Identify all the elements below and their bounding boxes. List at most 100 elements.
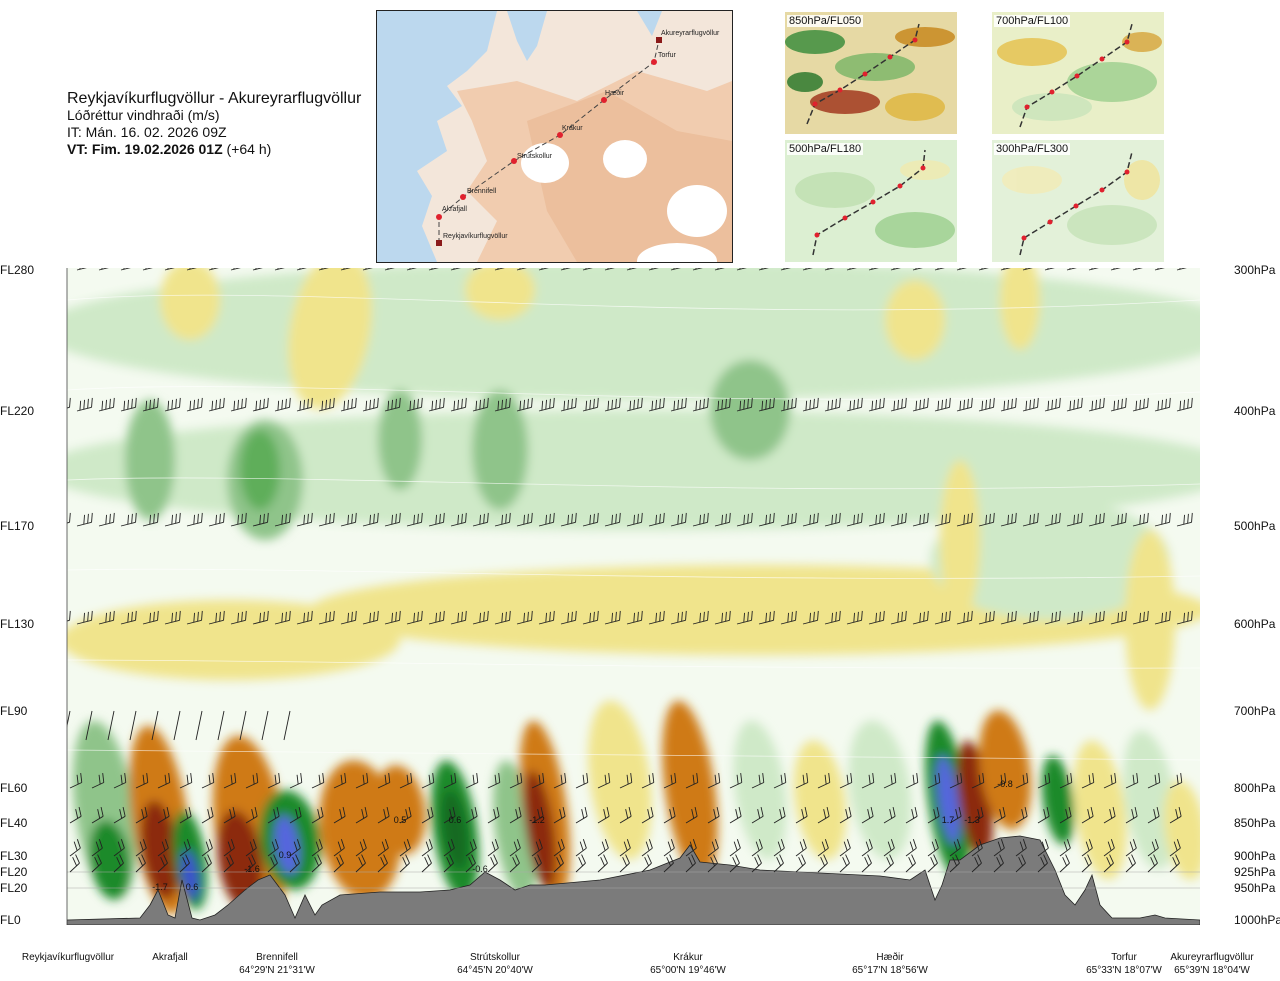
field-region [274, 815, 300, 875]
wind-barb [971, 806, 984, 824]
wind-barb [780, 397, 797, 412]
wind-barb [399, 773, 413, 789]
wind-barb [252, 610, 269, 625]
wind-barb [384, 610, 401, 625]
wind-barb [751, 839, 763, 857]
wind-barb [582, 268, 598, 271]
wind-barb [465, 806, 478, 824]
wind-barb [560, 512, 577, 527]
wind-barb [670, 268, 686, 271]
wind-barb [846, 268, 862, 271]
wind-barb [318, 512, 335, 527]
wind-barb [802, 512, 819, 527]
wind-barb [1110, 268, 1126, 271]
wind-barb [670, 512, 687, 527]
station-name: Akrafjall [152, 952, 188, 963]
wind-barb [956, 268, 972, 271]
wind-barb [795, 839, 807, 857]
wind-barb [993, 839, 1005, 857]
wind-barb [384, 397, 401, 412]
wind-barb [1147, 854, 1158, 873]
mini-map-850: 850hPa/FL050 [785, 12, 957, 134]
wind-barb [824, 397, 841, 412]
wind-barb [839, 773, 853, 789]
wind-barb [406, 512, 423, 527]
wind-barb [927, 854, 938, 873]
wind-barb [1081, 773, 1095, 789]
wind-barb [861, 839, 873, 857]
wind-barb [296, 268, 312, 271]
station-label: Hæðir 65°17'N 18°56'W [830, 951, 950, 977]
wind-barb [817, 806, 830, 824]
wind-barb [267, 854, 278, 873]
wind-barb [450, 268, 466, 271]
wind-barb [560, 268, 576, 271]
terrain-profile [67, 835, 1200, 925]
wind-barb [714, 512, 731, 527]
wind-barb [824, 512, 841, 527]
field-region [978, 710, 1032, 830]
wind-barb [120, 397, 137, 412]
wind-barb [956, 397, 973, 412]
wind-barb [399, 806, 412, 824]
wind-barb [1022, 397, 1039, 412]
wind-barb [428, 512, 445, 527]
wind-barb [538, 610, 555, 625]
wind-barb [421, 854, 432, 873]
wind-barb [1066, 268, 1082, 271]
wind-barb [1169, 773, 1183, 789]
wind-barb [1015, 773, 1029, 789]
wind-barb [201, 854, 212, 873]
wind-barb [758, 397, 775, 412]
wind-barb [619, 773, 633, 789]
wind-barb [751, 773, 765, 789]
wind-barb [1176, 610, 1193, 625]
wind-barb [362, 610, 379, 625]
wind-barb [729, 806, 742, 824]
station-name: Akureyrarflugvöllur [1170, 952, 1254, 963]
wind-barb [428, 610, 445, 625]
field-region [67, 268, 1200, 400]
wind-barb [333, 839, 345, 857]
wind-barb [120, 512, 137, 527]
wind-barb [956, 512, 973, 527]
wind-barb [98, 397, 115, 412]
value-label: -1.6 [244, 864, 260, 874]
wind-barb [142, 610, 159, 625]
flight-level-label: FL40 [0, 816, 28, 830]
wind-barb [839, 839, 851, 857]
wind-barb [107, 710, 115, 741]
wind-barb [1125, 806, 1138, 824]
wind-barb [318, 397, 335, 412]
wind-barb [883, 854, 894, 873]
wind-barb [69, 854, 80, 873]
station-label: Akureyrarflugvöllur 65°39'N 18°04'W [1152, 951, 1272, 977]
wind-barb [641, 839, 653, 857]
wind-barb [978, 512, 995, 527]
wind-barb [76, 610, 93, 625]
wind-barb [1044, 268, 1060, 271]
wind-barb [758, 268, 774, 271]
wind-barb [252, 512, 269, 527]
wind-barb [69, 839, 81, 857]
wind-barb [905, 839, 917, 857]
station-coord: 65°00'N 19°46'W [650, 965, 726, 976]
station-label: Torfur 65°33'N 18°07'W [1064, 951, 1184, 977]
wind-barb [758, 512, 775, 527]
station-name: Strútskollur [469, 952, 520, 963]
wind-barb [355, 839, 367, 857]
wind-barb [311, 773, 325, 789]
wind-barb [1066, 512, 1083, 527]
wind-barb [1088, 512, 1105, 527]
wind-barb [296, 610, 313, 625]
wind-barb [98, 268, 114, 271]
wind-barb [934, 397, 951, 412]
pressure-level-label: 850hPa [1234, 816, 1276, 830]
wind-barb [179, 806, 192, 824]
wind-barb [318, 268, 334, 271]
wind-barb [311, 806, 324, 824]
wind-barb [1169, 839, 1181, 857]
field-region [1000, 268, 1040, 350]
wind-barb [1110, 610, 1127, 625]
